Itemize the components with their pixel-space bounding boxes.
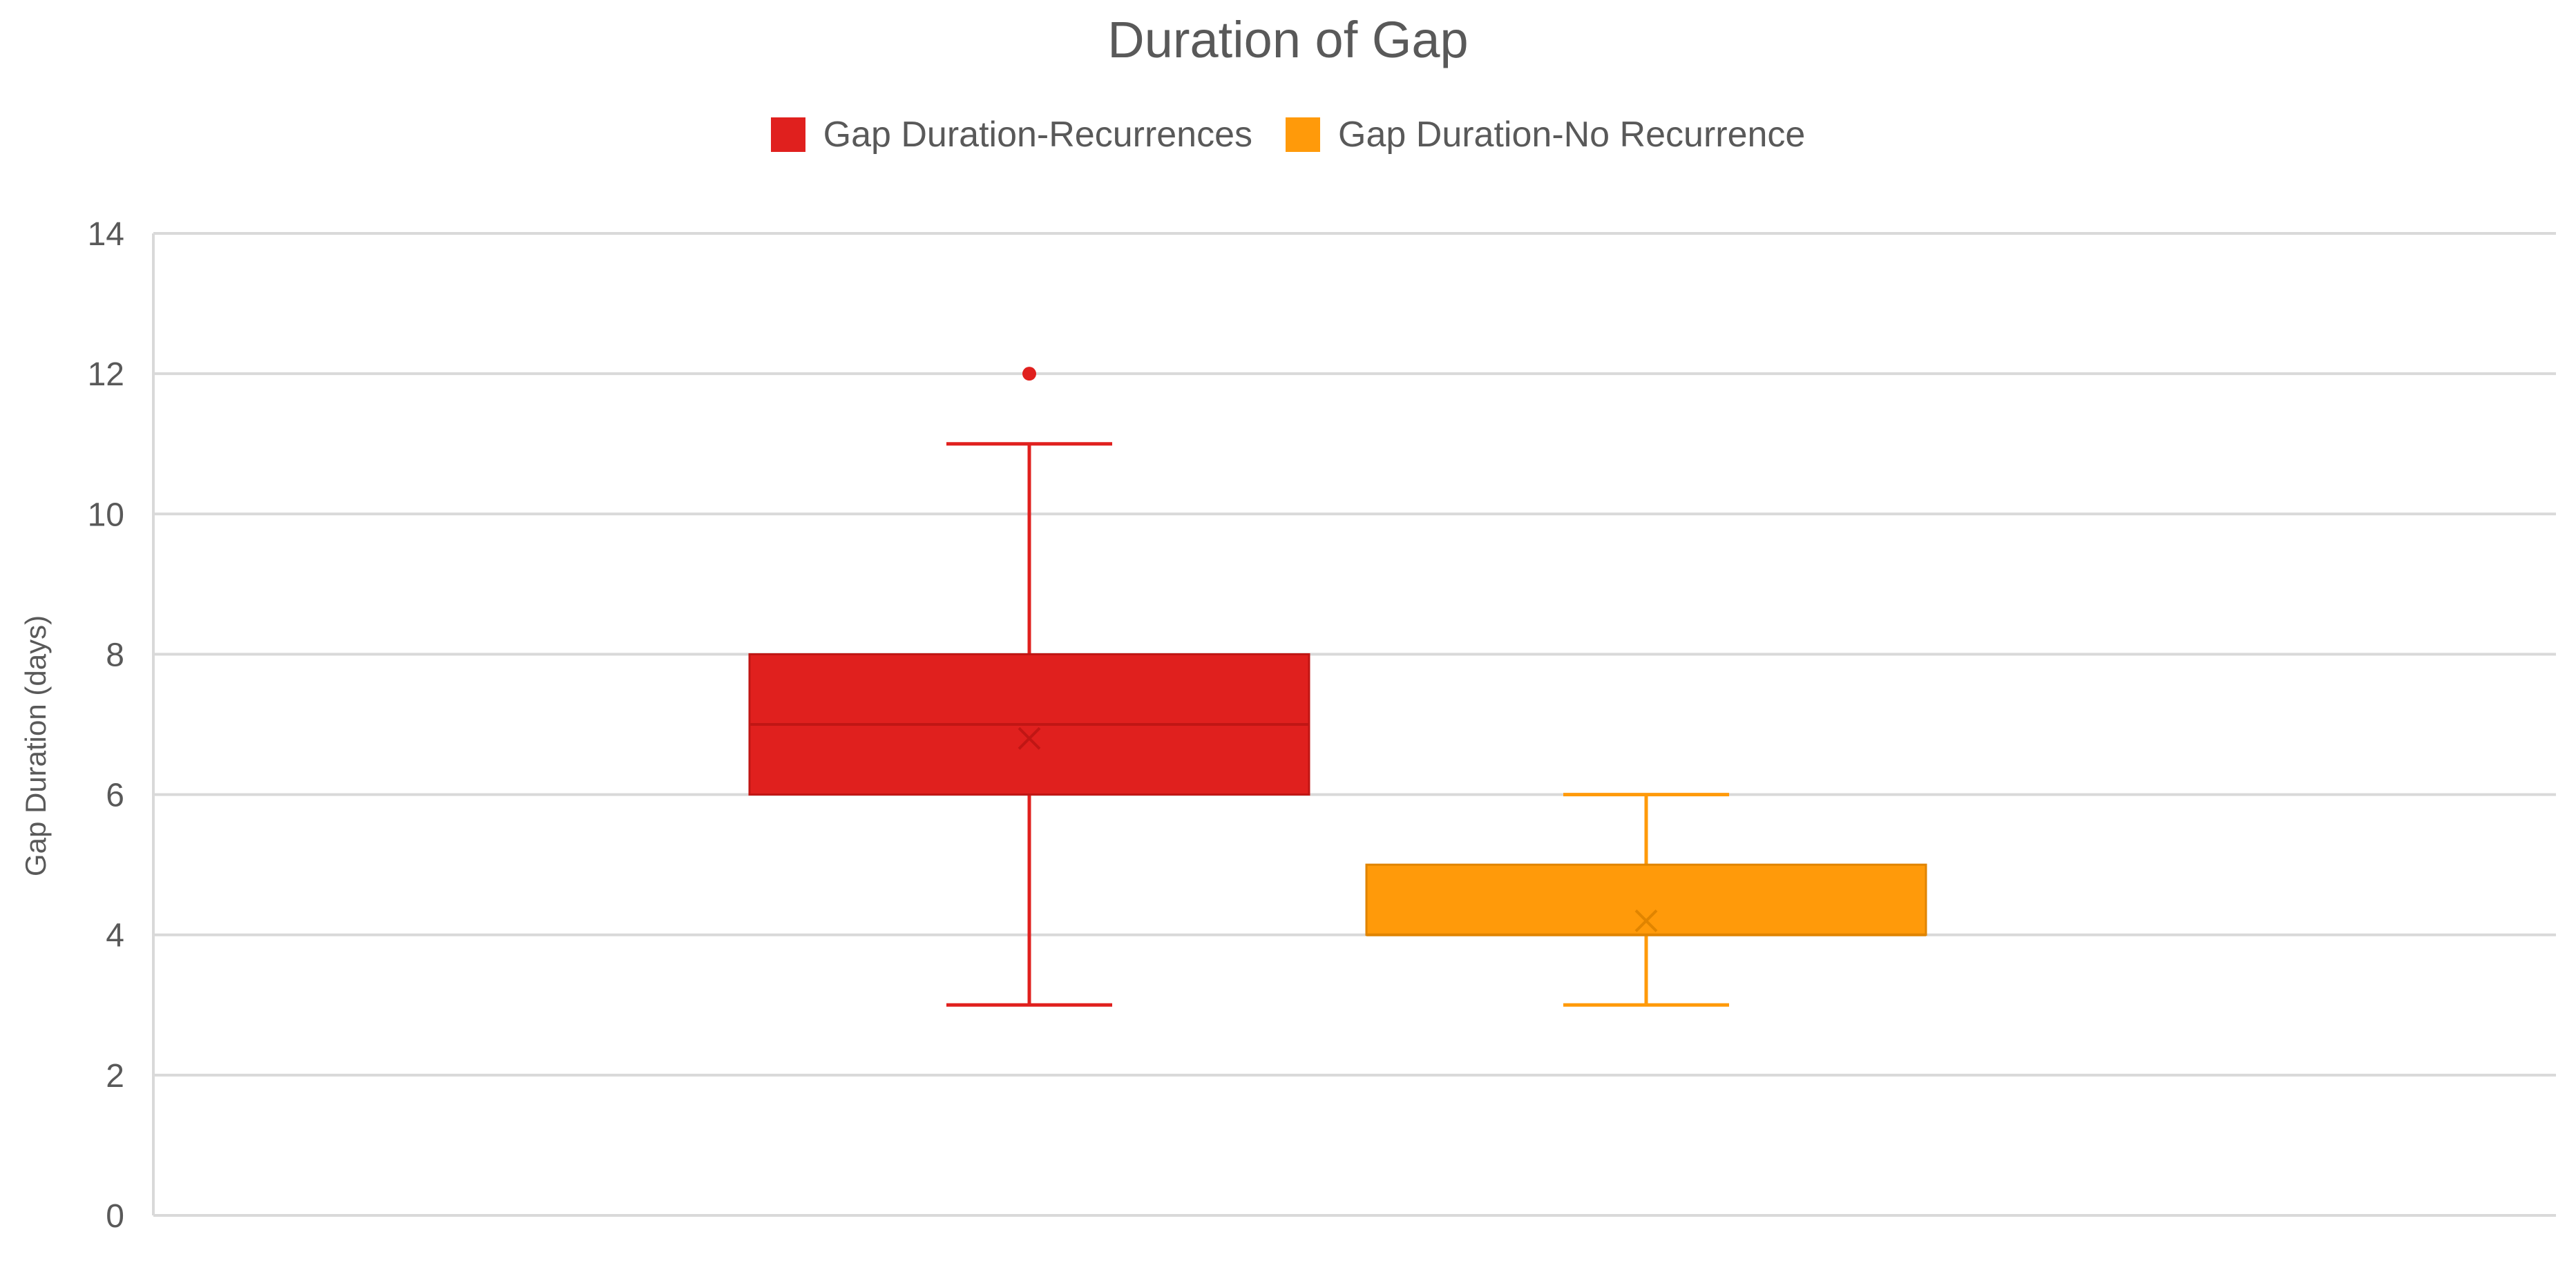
legend: Gap Duration-Recurrences Gap Duration-No… [0, 114, 2576, 155]
legend-label-recurrences: Gap Duration-Recurrences [823, 115, 1253, 155]
outlier-point-recurrences-0 [1022, 367, 1036, 381]
chart-title: Duration of Gap [1107, 11, 1469, 68]
y-tick-label-4: 4 [106, 918, 124, 954]
y-tick-label-2: 2 [106, 1058, 124, 1095]
legend-label-no-recurrence: Gap Duration-No Recurrence [1338, 115, 1806, 155]
mean-marker-b-recurrences [1018, 726, 1041, 750]
y-tick-label-6: 6 [106, 778, 124, 814]
legend-swatch-no-recurrence [1286, 117, 1321, 152]
y-tick-label-8: 8 [106, 637, 124, 673]
y-tick-label-10: 10 [88, 497, 124, 533]
box-no-recurrence [1365, 863, 1927, 936]
y-tick-label-14: 14 [88, 216, 124, 253]
legend-item-no-recurrence[interactable]: Gap Duration-No Recurrence [1286, 114, 1805, 155]
y-tick-label-12: 12 [88, 356, 124, 393]
legend-swatch-recurrences [770, 117, 805, 152]
legend-item-recurrences[interactable]: Gap Duration-Recurrences [770, 114, 1253, 155]
mean-marker-b-no-recurrence [1634, 909, 1658, 932]
y-tick-label-0: 0 [106, 1198, 124, 1235]
